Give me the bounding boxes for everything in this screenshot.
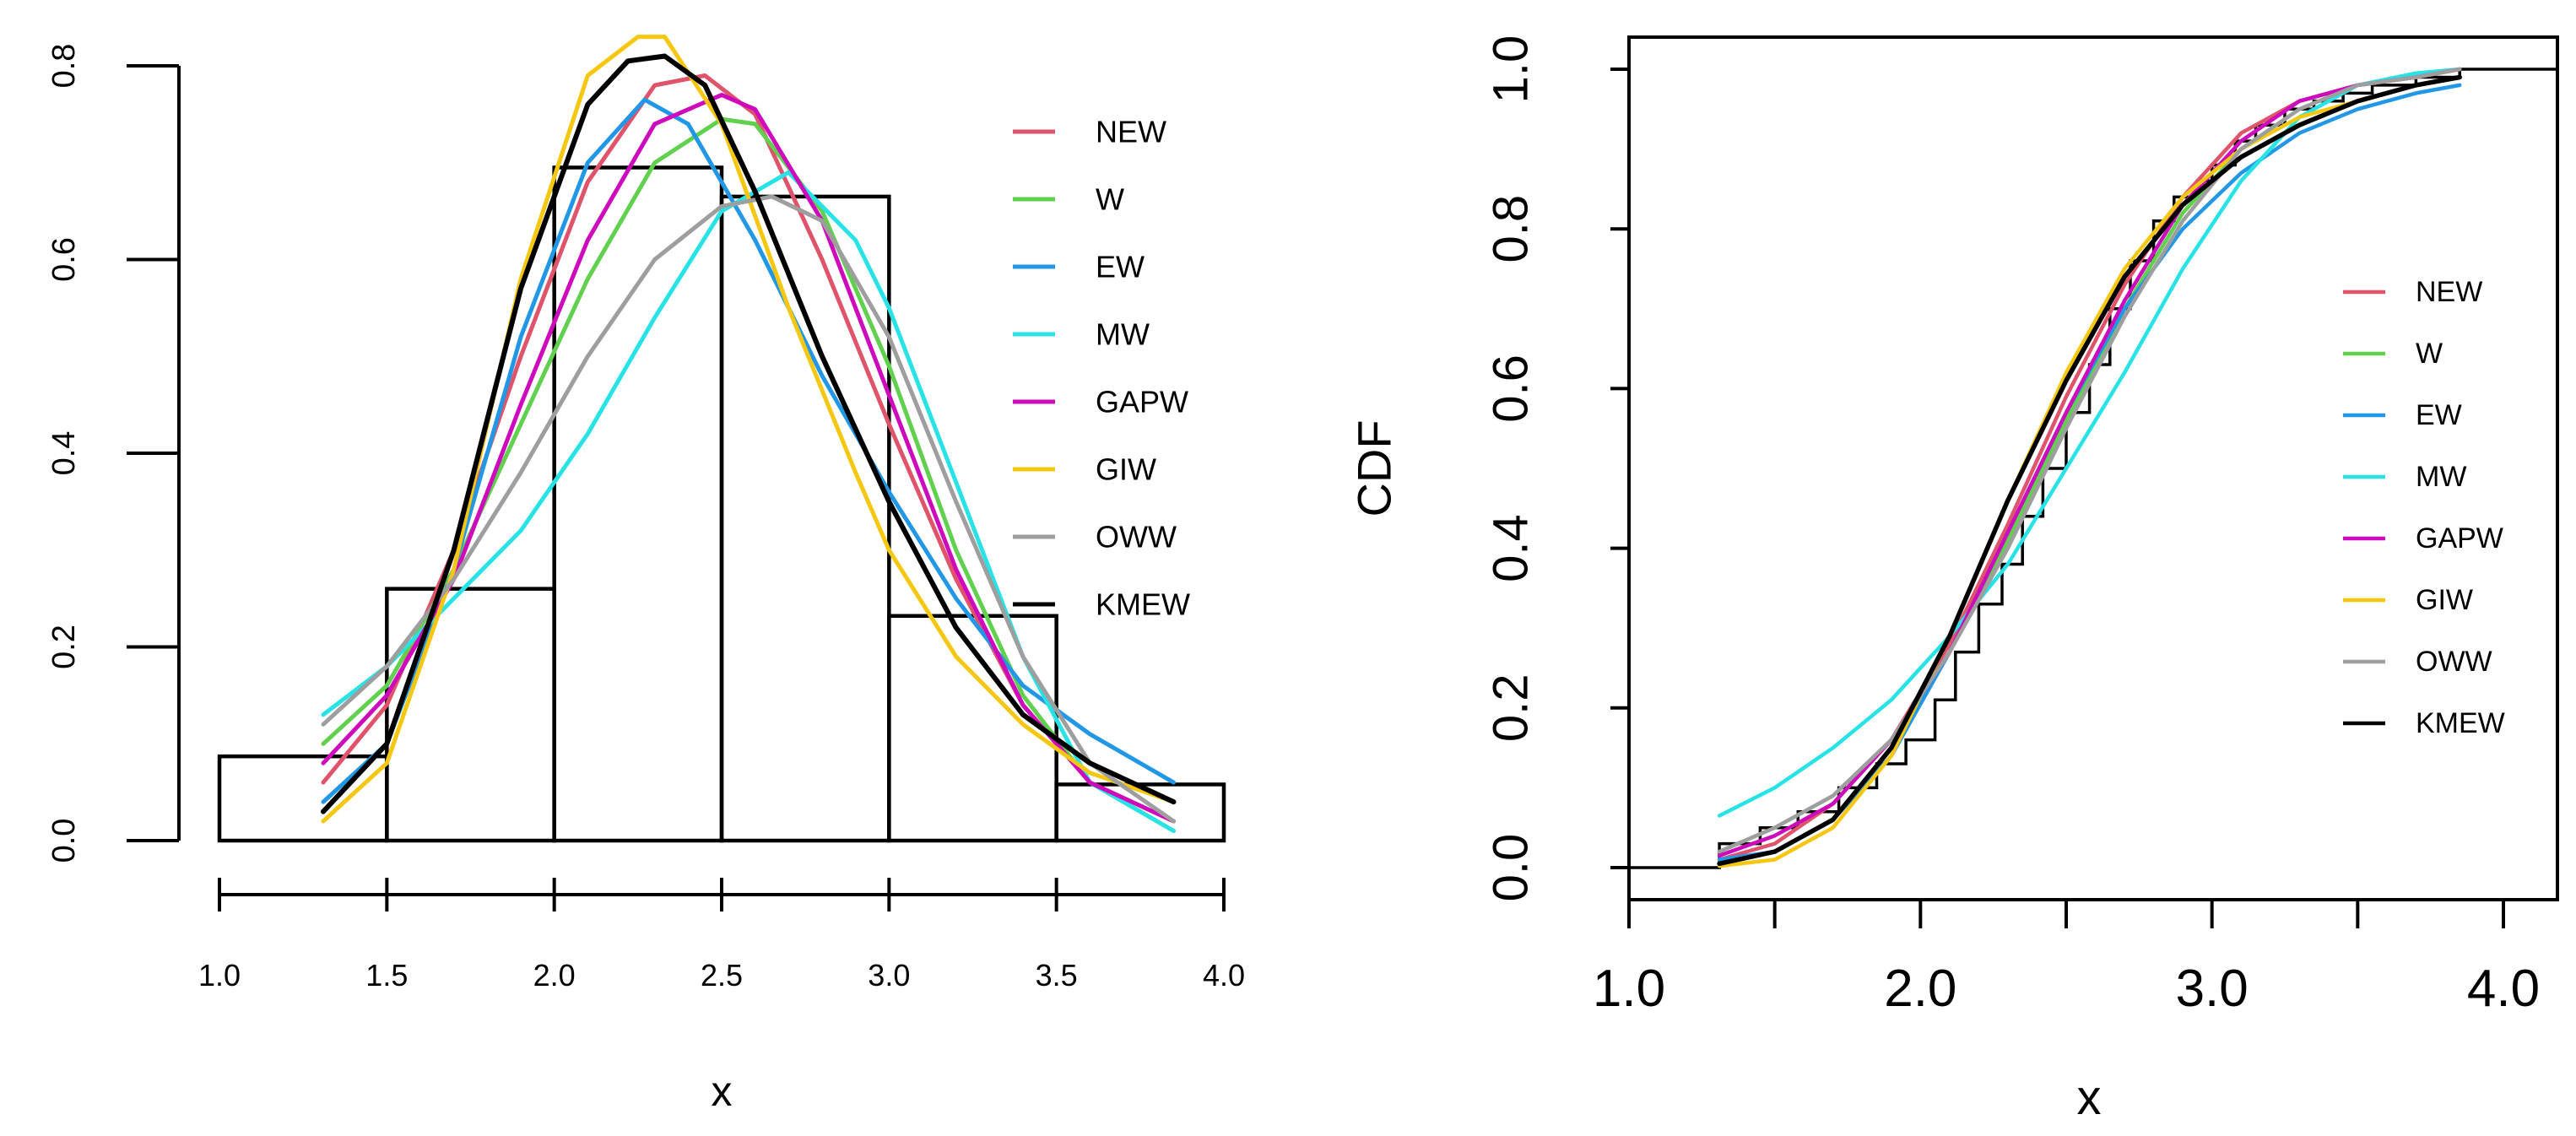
legend-label: NEW <box>1096 115 1166 149</box>
legend-label: W <box>2416 338 2443 370</box>
density-curve-ew <box>321 97 1176 804</box>
histogram-bar <box>552 165 724 843</box>
y-tick-label: 0.0 <box>46 819 82 863</box>
histogram-panel: 0.0 0.2 0.4 0.6 0.8 1.0 1.5 2.0 2.5 3.0 3.5 4.0 x NEW… <box>46 35 1245 1115</box>
x-tick-label: 4.0 <box>1203 958 1245 993</box>
cdf-curve-oww <box>1717 67 2462 854</box>
plot-box <box>1627 35 2559 901</box>
x-tick-label: 1.0 <box>1593 960 1665 1018</box>
x-tick-label: 2.0 <box>1884 960 1956 1018</box>
density-curve-kmew <box>321 53 1177 814</box>
y-tick-label: 0.2 <box>46 625 82 669</box>
legend-label: OWW <box>1096 520 1177 554</box>
legend-label: KMEW <box>1096 587 1190 622</box>
legend-label: KMEW <box>2416 707 2505 739</box>
cdf-curve-w <box>1717 67 2462 854</box>
cdf-curve-new <box>1717 67 2462 862</box>
histogram-bar <box>887 614 1058 843</box>
density-curve-gapw <box>321 92 1176 824</box>
y-tick-label: 1.0 <box>1484 35 1539 104</box>
cdf-panel: 0.0 0.2 0.4 0.6 0.8 1.0 CDF 1.0 2.0 3.0 4.0 x NEW W EW… <box>1348 35 2559 1125</box>
x-tick-label: 1.0 <box>198 958 241 993</box>
y-tick-label: 0.4 <box>1484 514 1539 582</box>
legend-label: EW <box>2416 399 2462 431</box>
cdf-curve-gapw <box>1717 67 2462 858</box>
legend-label: W <box>1096 182 1124 217</box>
x-tick-label: 3.5 <box>1036 958 1078 993</box>
legend-label: EW <box>1096 250 1145 284</box>
x-axis-title: x <box>712 1068 733 1115</box>
y-tick-label: 0.6 <box>46 237 82 282</box>
legend-label: GAPW <box>2416 522 2503 554</box>
y-tick-label: 0.0 <box>1484 834 1539 902</box>
x-tick-label: 1.5 <box>365 958 408 993</box>
x-tick-label: 2.0 <box>533 958 576 993</box>
density-curve-new <box>321 73 1176 824</box>
y-tick-label: 0.2 <box>1484 673 1539 742</box>
cdf-curve-kmew <box>1717 74 2462 867</box>
legend-label: MW <box>1096 317 1150 352</box>
cdf-curve-ew <box>1717 83 2462 862</box>
legend-label: NEW <box>2416 276 2482 308</box>
legend-label: MW <box>2416 461 2466 493</box>
y-axis-title: CDF <box>1348 419 1401 517</box>
y-tick-label: 0.4 <box>46 431 82 476</box>
legend-label: GAPW <box>1096 385 1188 419</box>
cdf-curve-mw <box>1717 67 2462 818</box>
x-tick-label: 3.0 <box>2176 960 2249 1018</box>
legend-label: GIW <box>2416 584 2473 616</box>
legend-label: GIW <box>1096 452 1156 487</box>
x-axis-title: x <box>2077 1070 2102 1125</box>
x-tick-label: 3.0 <box>868 958 910 993</box>
y-tick-label: 0.8 <box>46 44 82 89</box>
y-tick-label: 0.6 <box>1484 354 1539 423</box>
x-tick-label: 2.5 <box>701 958 743 993</box>
legend-label: OWW <box>2416 646 2492 678</box>
x-tick-label: 4.0 <box>2467 960 2540 1018</box>
histogram-bar <box>385 587 556 843</box>
y-tick-label: 0.8 <box>1484 195 1539 263</box>
density-curve-oww <box>321 194 1176 824</box>
